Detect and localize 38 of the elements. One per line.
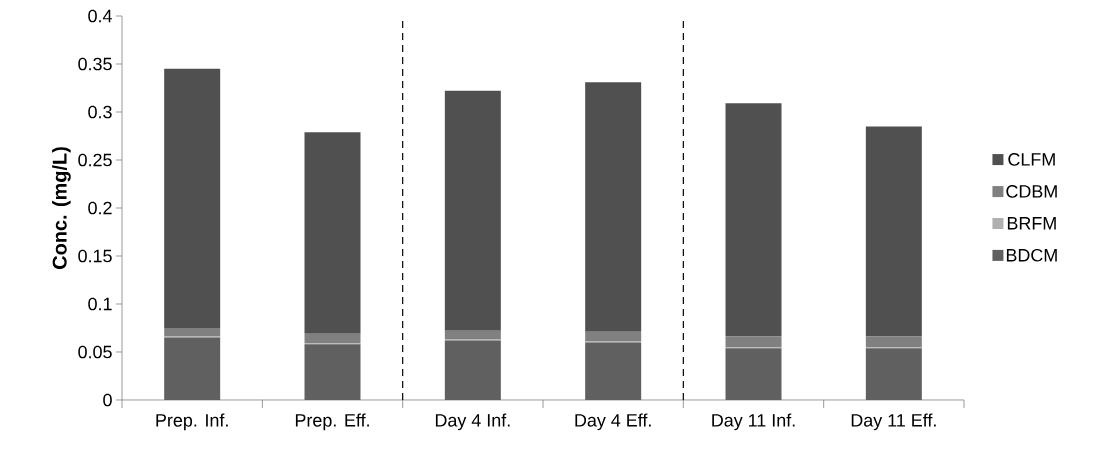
x-tick-label: Prep. Inf.	[156, 413, 228, 431]
bar	[865, 126, 922, 337]
bar	[444, 90, 501, 331]
x-tick-label: Day 11 Inf.	[712, 413, 795, 431]
y-tick-label: 0.05	[78, 345, 112, 359]
bar	[585, 82, 642, 332]
bar	[585, 331, 642, 342]
x-tick-label: Prep. Eff.	[295, 413, 369, 431]
bar	[865, 336, 922, 348]
y-tick-label: 0	[103, 393, 112, 407]
x-tick-label: Day 11 Eff.	[851, 413, 936, 431]
bar	[304, 344, 361, 400]
bar	[865, 348, 922, 400]
legend-label: CLFM	[1008, 153, 1055, 166]
y-tick-label: 0.25	[78, 153, 112, 167]
y-tick-label: 0.3	[88, 105, 112, 119]
legend-label: BRFM	[1007, 217, 1056, 230]
y-tick-label: 0.35	[78, 57, 112, 71]
y-axis-title: Conc. (mg/L)	[52, 147, 71, 269]
bar	[725, 348, 782, 400]
y-tick-label: 0.4	[88, 9, 112, 23]
x-tick-label: Day 4 Eff.	[575, 413, 651, 431]
y-tick-label: 0.1	[88, 297, 112, 311]
bar	[304, 333, 361, 344]
x-tick-label: Day 4 Inf.	[435, 413, 510, 431]
bar	[444, 340, 501, 400]
bar	[725, 336, 782, 348]
bar	[585, 342, 642, 400]
bar	[725, 103, 782, 337]
legend-label: CDBM	[1006, 185, 1057, 198]
legend-label: BDCM	[1006, 248, 1057, 262]
bar	[164, 337, 221, 400]
y-tick-label: 0.2	[88, 201, 112, 215]
bar	[304, 132, 361, 334]
y-tick-label: 0.15	[78, 249, 112, 263]
bar	[164, 68, 221, 328]
bar	[164, 327, 221, 337]
bar	[444, 330, 501, 340]
